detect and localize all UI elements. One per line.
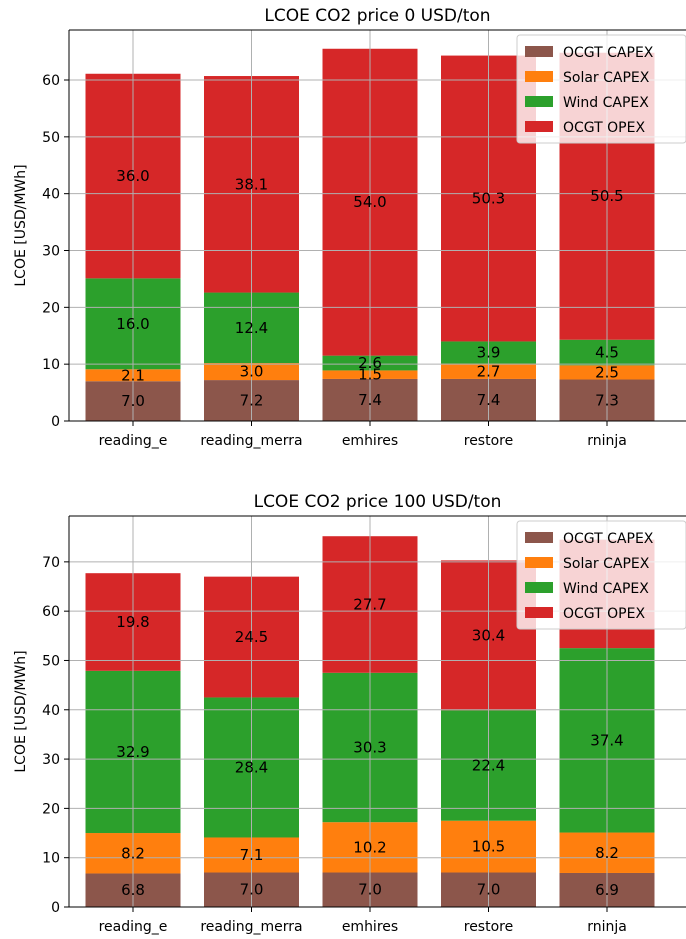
- x-tick-label: restore: [464, 919, 513, 935]
- segment-value-label: 7.2: [240, 392, 264, 410]
- legend-swatch: [525, 46, 553, 57]
- segment-value-label: 27.7: [353, 596, 386, 614]
- segment-value-label: 50.3: [472, 190, 505, 208]
- x-tick-label: restore: [464, 433, 513, 449]
- y-tick-label: 30: [42, 244, 60, 260]
- segment-value-label: 7.0: [121, 392, 145, 410]
- segment-value-label: 22.4: [472, 756, 505, 774]
- x-tick-label: reading_e: [99, 919, 168, 935]
- y-tick-label: 40: [42, 187, 60, 203]
- segment-value-label: 6.8: [121, 881, 145, 899]
- y-tick-label: 40: [42, 703, 60, 719]
- legend-box: [516, 34, 686, 144]
- legend-entry: Wind CAPEX: [563, 581, 649, 597]
- y-tick-label: 10: [42, 851, 60, 867]
- segment-value-label: 10.2: [353, 838, 386, 856]
- x-tick-label: emhires: [342, 433, 398, 449]
- legend-entry: OCGT OPEX: [563, 606, 645, 622]
- segment-value-label: 24.5: [235, 628, 268, 646]
- legend-swatch: [525, 96, 553, 107]
- legend-swatch: [525, 607, 553, 618]
- legend-swatch: [525, 532, 553, 543]
- segment-value-label: 28.4: [235, 758, 268, 776]
- y-tick-label: 70: [42, 555, 60, 571]
- legend-box: [516, 520, 686, 630]
- segment-value-label: 7.0: [477, 881, 501, 899]
- segment-value-label: 36.0: [116, 167, 149, 185]
- segment-value-label: 8.2: [595, 844, 619, 862]
- segment-value-label: 7.0: [240, 881, 264, 899]
- segment-value-label: 6.9: [595, 881, 619, 899]
- segment-value-label: 7.4: [477, 391, 501, 409]
- y-axis-label: LCOE [USD/MWh]: [13, 164, 29, 286]
- segment-value-label: 8.2: [121, 844, 145, 862]
- segment-value-label: 7.4: [358, 391, 382, 409]
- x-tick-label: emhires: [342, 919, 398, 935]
- legend-entry: Solar CAPEX: [563, 70, 650, 86]
- segment-value-label: 32.9: [116, 743, 149, 761]
- x-tick-label: reading_e: [99, 433, 168, 449]
- segment-value-label: 2.5: [595, 363, 619, 381]
- chart-title: LCOE CO2 price 0 USD/ton: [264, 6, 490, 26]
- y-axis-label: LCOE [USD/MWh]: [13, 650, 29, 772]
- segment-value-label: 3.9: [477, 344, 501, 362]
- segment-value-label: 2.6: [358, 354, 382, 372]
- y-tick-label: 50: [42, 653, 60, 669]
- segment-value-label: 7.3: [595, 391, 619, 409]
- y-tick-label: 10: [42, 357, 60, 373]
- y-tick-label: 0: [51, 900, 60, 916]
- y-tick-label: 20: [42, 801, 60, 817]
- y-tick-label: 20: [42, 300, 60, 316]
- legend-entry: Wind CAPEX: [563, 95, 649, 111]
- legend-entry: OCGT CAPEX: [563, 45, 654, 61]
- segment-value-label: 30.3: [353, 738, 386, 756]
- segment-value-label: 2.1: [121, 366, 145, 384]
- segment-value-label: 37.4: [590, 731, 623, 749]
- segment-value-label: 54.0: [353, 193, 386, 211]
- legend-swatch: [525, 121, 553, 132]
- x-tick-label: rninja: [587, 919, 627, 935]
- chart-co2-price-0: LCOE CO2 price 0 USD/ton 7.0 2.1 16.0 36.0 7.…: [13, 6, 686, 449]
- legend-swatch: [525, 557, 553, 568]
- y-tick-label: 60: [42, 604, 60, 620]
- chart-co2-price-100: LCOE CO2 price 100 USD/ton 6.8 8.2 32.9 19.8…: [13, 492, 686, 935]
- legend-swatch: [525, 582, 553, 593]
- legend-entry: OCGT CAPEX: [563, 531, 654, 547]
- segment-value-label: 7.0: [358, 881, 382, 899]
- legend-swatch: [525, 71, 553, 82]
- segment-value-label: 10.5: [472, 838, 505, 856]
- x-tick-label: reading_merra: [200, 919, 302, 935]
- segment-value-label: 38.1: [235, 175, 268, 193]
- segment-value-label: 2.7: [477, 362, 501, 380]
- x-tick-label: reading_merra: [200, 433, 302, 449]
- segment-value-label: 12.4: [235, 319, 268, 337]
- y-tick-label: 60: [42, 73, 60, 89]
- segment-value-label: 1.5: [358, 366, 382, 384]
- legend-entry: OCGT OPEX: [563, 120, 645, 136]
- y-tick-label: 50: [42, 130, 60, 146]
- segment-value-label: 4.5: [595, 344, 619, 362]
- y-tick-label: 0: [51, 414, 60, 430]
- chart-title: LCOE CO2 price 100 USD/ton: [254, 492, 502, 512]
- segment-value-label: 50.5: [590, 187, 623, 205]
- x-tick-label: rninja: [587, 433, 627, 449]
- segment-value-label: 7.1: [240, 846, 264, 864]
- legend-entry: Solar CAPEX: [563, 556, 650, 572]
- segment-value-label: 16.0: [116, 315, 149, 333]
- segment-value-label: 3.0: [240, 363, 264, 381]
- segment-value-label: 30.4: [472, 626, 505, 644]
- segment-value-label: 19.8: [116, 613, 149, 631]
- y-tick-label: 30: [42, 752, 60, 768]
